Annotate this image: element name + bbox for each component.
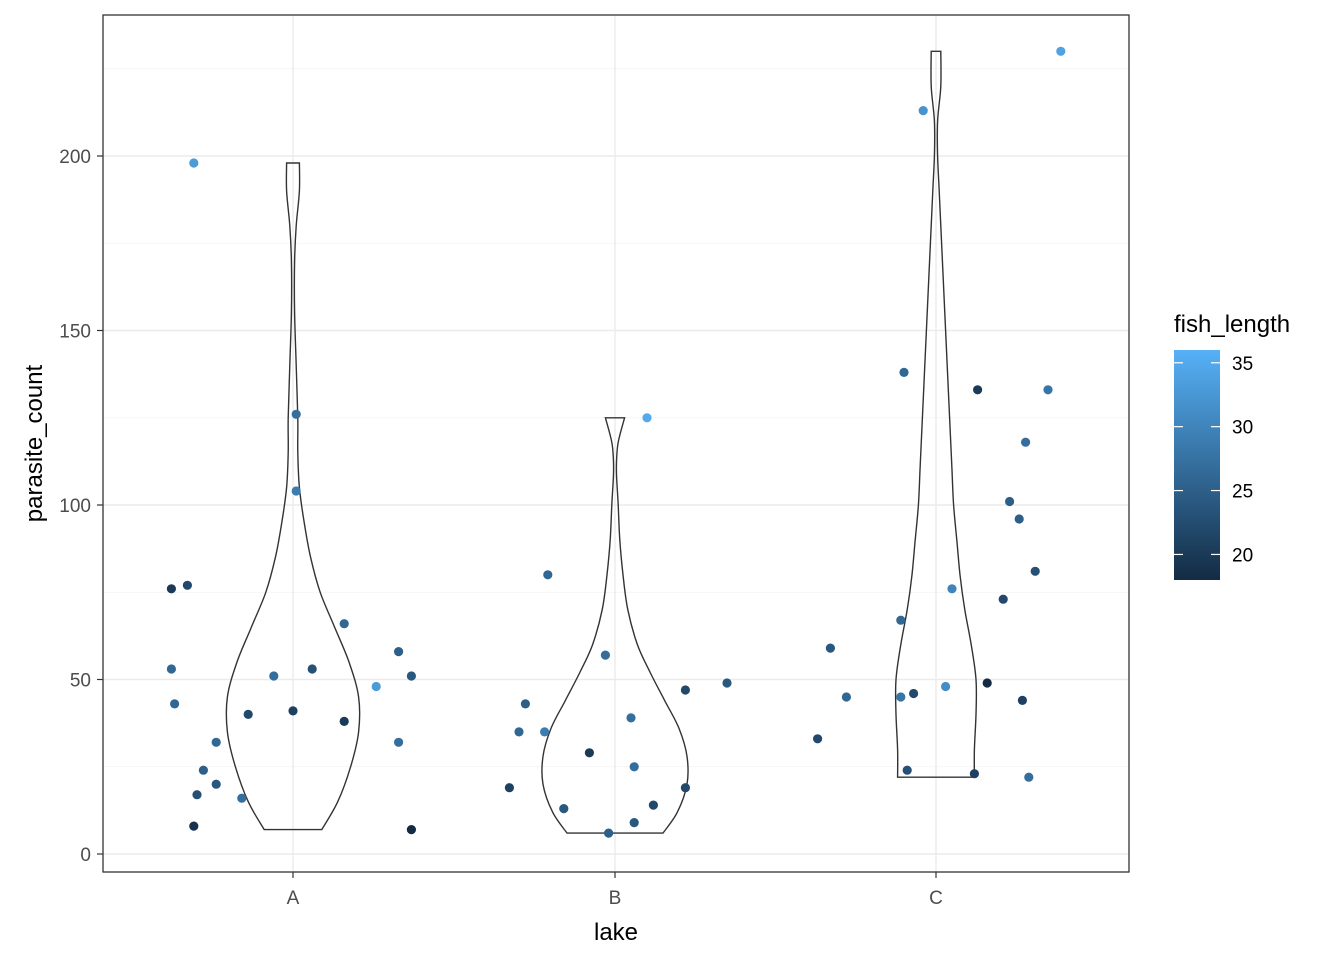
data-point [339,619,349,629]
data-point [909,688,919,699]
data-point [680,783,691,793]
data-point [269,671,279,681]
data-point [584,748,595,758]
data-point [339,716,349,727]
data-point [406,671,416,681]
data-point [189,158,199,168]
violin-layer [225,50,978,834]
x-tick-label: A [287,888,300,909]
data-point [629,818,639,828]
data-point [896,692,906,702]
data-point [722,678,732,688]
legend-colorbar [1174,350,1220,580]
data-point [371,681,381,692]
data-point [1043,385,1053,395]
x-axis: A B C [287,872,943,909]
data-point [192,790,202,800]
data-point [973,385,983,395]
y-tick-label: 150 [59,322,91,343]
data-point [291,409,301,419]
violin-C [894,50,978,778]
color-legend: fish_length 20 25 30 35 [1174,311,1290,580]
data-point [307,664,317,674]
legend-tick-label: 20 [1232,545,1253,566]
data-point [982,678,992,688]
data-point [841,692,852,702]
data-point [600,650,611,660]
data-point [902,765,912,775]
data-point [918,106,928,116]
data-point [504,783,514,793]
x-axis-title: lake [594,919,638,946]
data-point [1021,437,1031,447]
violin-B [541,417,689,834]
data-point [899,367,909,377]
data-point [813,734,823,744]
legend-tick-label: 35 [1232,354,1253,375]
data-point [969,769,980,779]
legend-tick-label: 25 [1232,482,1253,503]
legend-ticks: 20 25 30 35 [1174,354,1253,566]
data-point [947,584,957,594]
data-point [1005,496,1015,507]
data-point [182,580,192,590]
data-point [291,486,301,496]
data-point [543,570,553,580]
legend-title: fish_length [1174,311,1290,338]
data-point [896,615,906,625]
data-point [540,727,550,737]
data-point [406,825,416,835]
data-point [1017,695,1027,706]
data-point [520,699,531,709]
data-point [288,706,298,716]
data-point [166,584,176,594]
data-point [941,681,951,692]
data-point [1030,566,1040,576]
data-point [604,828,614,838]
legend-tick-label: 30 [1232,418,1253,439]
data-point [211,779,221,789]
y-tick-label: 100 [59,496,91,517]
data-point [394,737,404,747]
data-point [189,821,199,831]
data-point [170,699,180,709]
data-point [198,765,208,775]
data-point [1024,772,1034,782]
data-point [629,762,639,772]
data-point [237,793,247,803]
data-point [394,647,404,657]
y-tick-label: 50 [70,671,91,692]
data-point [998,594,1008,604]
x-tick-label: C [929,888,943,909]
y-tick-label: 0 [80,845,91,866]
data-point [166,664,176,674]
data-point [559,804,569,814]
data-point [243,709,253,720]
data-point [1014,514,1024,524]
data-point [514,727,524,737]
point-layer [166,46,1066,838]
data-point [211,737,221,747]
y-axis-title: parasite_count [21,364,48,522]
y-tick-label: 200 [59,147,91,168]
data-point [825,643,836,653]
data-point [1056,46,1066,56]
data-point [680,685,691,695]
data-point [642,413,652,423]
y-axis: 0 50 100 150 200 [59,147,103,866]
data-point [626,713,636,723]
violin-A [225,162,361,831]
data-point [648,800,659,810]
panel-border [102,14,1130,873]
x-tick-label: B [609,888,622,909]
